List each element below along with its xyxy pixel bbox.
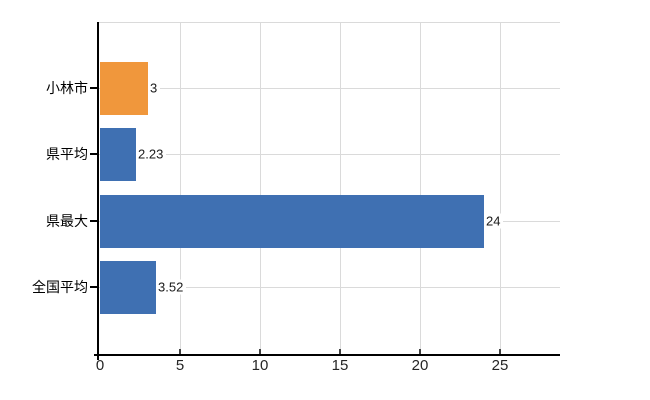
bar [100, 195, 484, 248]
x-tick-label: 5 [175, 357, 185, 374]
value-label: 3 [148, 80, 161, 96]
x-tick-mark [179, 349, 181, 354]
category-label: 県平均 [46, 146, 88, 162]
value-label: 3.52 [156, 279, 187, 295]
bar [100, 128, 136, 181]
gridline-horizontal [97, 88, 560, 89]
gridline-vertical [180, 22, 181, 354]
y-tick-mark [90, 153, 98, 155]
y-tick-mark [90, 87, 98, 89]
x-tick-mark [339, 349, 341, 354]
x-tick-label: 10 [251, 357, 269, 374]
y-tick-mark [90, 220, 98, 222]
gridline-vertical [500, 22, 501, 354]
category-label: 全国平均 [32, 279, 88, 295]
gridline-vertical [260, 22, 261, 354]
value-label: 24 [484, 213, 504, 229]
x-tick-mark [259, 349, 261, 354]
x-axis-line [94, 354, 560, 356]
y-axis-line [97, 22, 99, 360]
y-tick-mark [90, 286, 98, 288]
gridline-vertical [420, 22, 421, 354]
bar [100, 62, 148, 115]
x-tick-label: 0 [95, 357, 105, 374]
x-tick-mark [419, 349, 421, 354]
gridline-vertical [340, 22, 341, 354]
bar [100, 261, 156, 314]
value-label: 2.23 [136, 146, 167, 162]
plot-top-border [97, 22, 560, 23]
gridline-horizontal [97, 154, 560, 155]
category-label: 県最大 [46, 213, 88, 229]
category-label: 小林市 [46, 80, 88, 96]
x-tick-label: 25 [491, 357, 509, 374]
x-tick-label: 15 [331, 357, 349, 374]
x-tick-label: 20 [411, 357, 429, 374]
gridline-horizontal [97, 287, 560, 288]
x-tick-mark [499, 349, 501, 354]
